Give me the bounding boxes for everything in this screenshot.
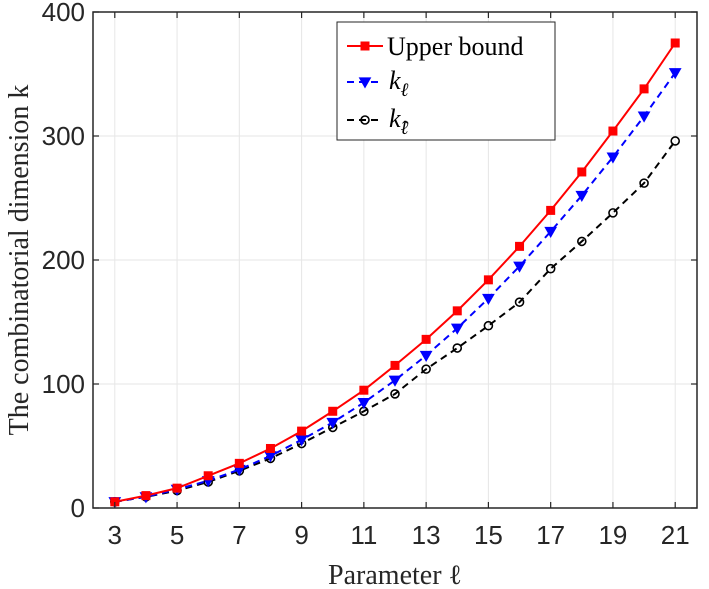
- y-tick-label: 400: [42, 0, 85, 27]
- legend-label-subscript: ̂ℓ: [401, 118, 409, 139]
- data-point: [639, 84, 649, 94]
- legend-label: kℓ: [389, 66, 409, 101]
- y-tick-label: 100: [42, 369, 85, 399]
- data-point: [545, 263, 556, 274]
- legend-marker: [360, 41, 370, 51]
- data-point: [297, 426, 307, 436]
- x-tick-label: 17: [536, 520, 565, 550]
- data-point: [515, 241, 525, 251]
- data-point: [390, 360, 400, 370]
- x-tick-label: 5: [170, 520, 184, 550]
- data-point: [328, 406, 338, 416]
- data-point: [452, 306, 462, 316]
- series-0: [110, 38, 680, 507]
- x-tick-label: 19: [598, 520, 627, 550]
- data-point: [670, 38, 680, 48]
- data-point: [452, 343, 463, 353]
- x-tick-label: 15: [474, 520, 503, 550]
- data-point: [608, 208, 618, 218]
- data-point: [608, 126, 618, 136]
- data-point: [390, 389, 400, 399]
- series-layer: [108, 38, 682, 509]
- data-point: [234, 458, 244, 468]
- data-point: [513, 261, 526, 273]
- data-point: [483, 320, 494, 331]
- data-point: [326, 417, 340, 429]
- data-point: [265, 443, 275, 453]
- data-point: [421, 334, 431, 344]
- y-tick-label: 200: [42, 245, 85, 275]
- y-axis-title: The combinatorial dimension k: [4, 85, 35, 436]
- data-point: [668, 68, 682, 80]
- legend-label-subscript: ℓ: [401, 80, 409, 101]
- data-point: [357, 397, 371, 410]
- x-tick-label: 3: [108, 520, 122, 550]
- x-tick-label: 13: [412, 520, 441, 550]
- data-point: [203, 471, 213, 481]
- legend-marker: [358, 77, 372, 89]
- data-point: [546, 205, 556, 215]
- legend-marker: [360, 115, 370, 125]
- data-point: [450, 323, 464, 335]
- data-point: [670, 136, 681, 146]
- legend-label-main: k: [389, 104, 401, 133]
- x-axis-title: Parameter ℓ: [328, 560, 462, 589]
- data-point: [421, 364, 431, 374]
- legend-label-main: k: [389, 66, 401, 95]
- data-point: [482, 293, 495, 305]
- series-line: [114, 140, 677, 503]
- y-tick-label: 0: [71, 493, 85, 523]
- legend-label: Upper bound: [387, 32, 523, 61]
- data-point: [172, 483, 182, 493]
- legend-label: k̂ℓ: [389, 104, 409, 139]
- data-point: [577, 167, 587, 177]
- series-2: [109, 136, 681, 507]
- x-tick-label: 9: [294, 520, 308, 550]
- data-point: [388, 375, 402, 387]
- data-point: [544, 226, 558, 238]
- data-point: [577, 236, 587, 247]
- x-tick-label: 7: [232, 520, 246, 550]
- data-point: [483, 275, 493, 285]
- data-point: [419, 350, 433, 362]
- data-point: [141, 491, 151, 501]
- data-point: [639, 178, 649, 188]
- data-point: [514, 297, 525, 307]
- data-point: [359, 385, 369, 395]
- data-point: [575, 190, 589, 203]
- data-point: [606, 152, 620, 164]
- x-tick-label: 11: [350, 520, 377, 550]
- data-point: [295, 435, 308, 447]
- y-tick-label: 300: [42, 121, 85, 151]
- x-tick-label: 21: [661, 520, 690, 550]
- data-point: [637, 111, 651, 123]
- axis-ticks: 3 5 7 9 11 13 15 17 19 21 0 100 200 300 400: [42, 0, 697, 550]
